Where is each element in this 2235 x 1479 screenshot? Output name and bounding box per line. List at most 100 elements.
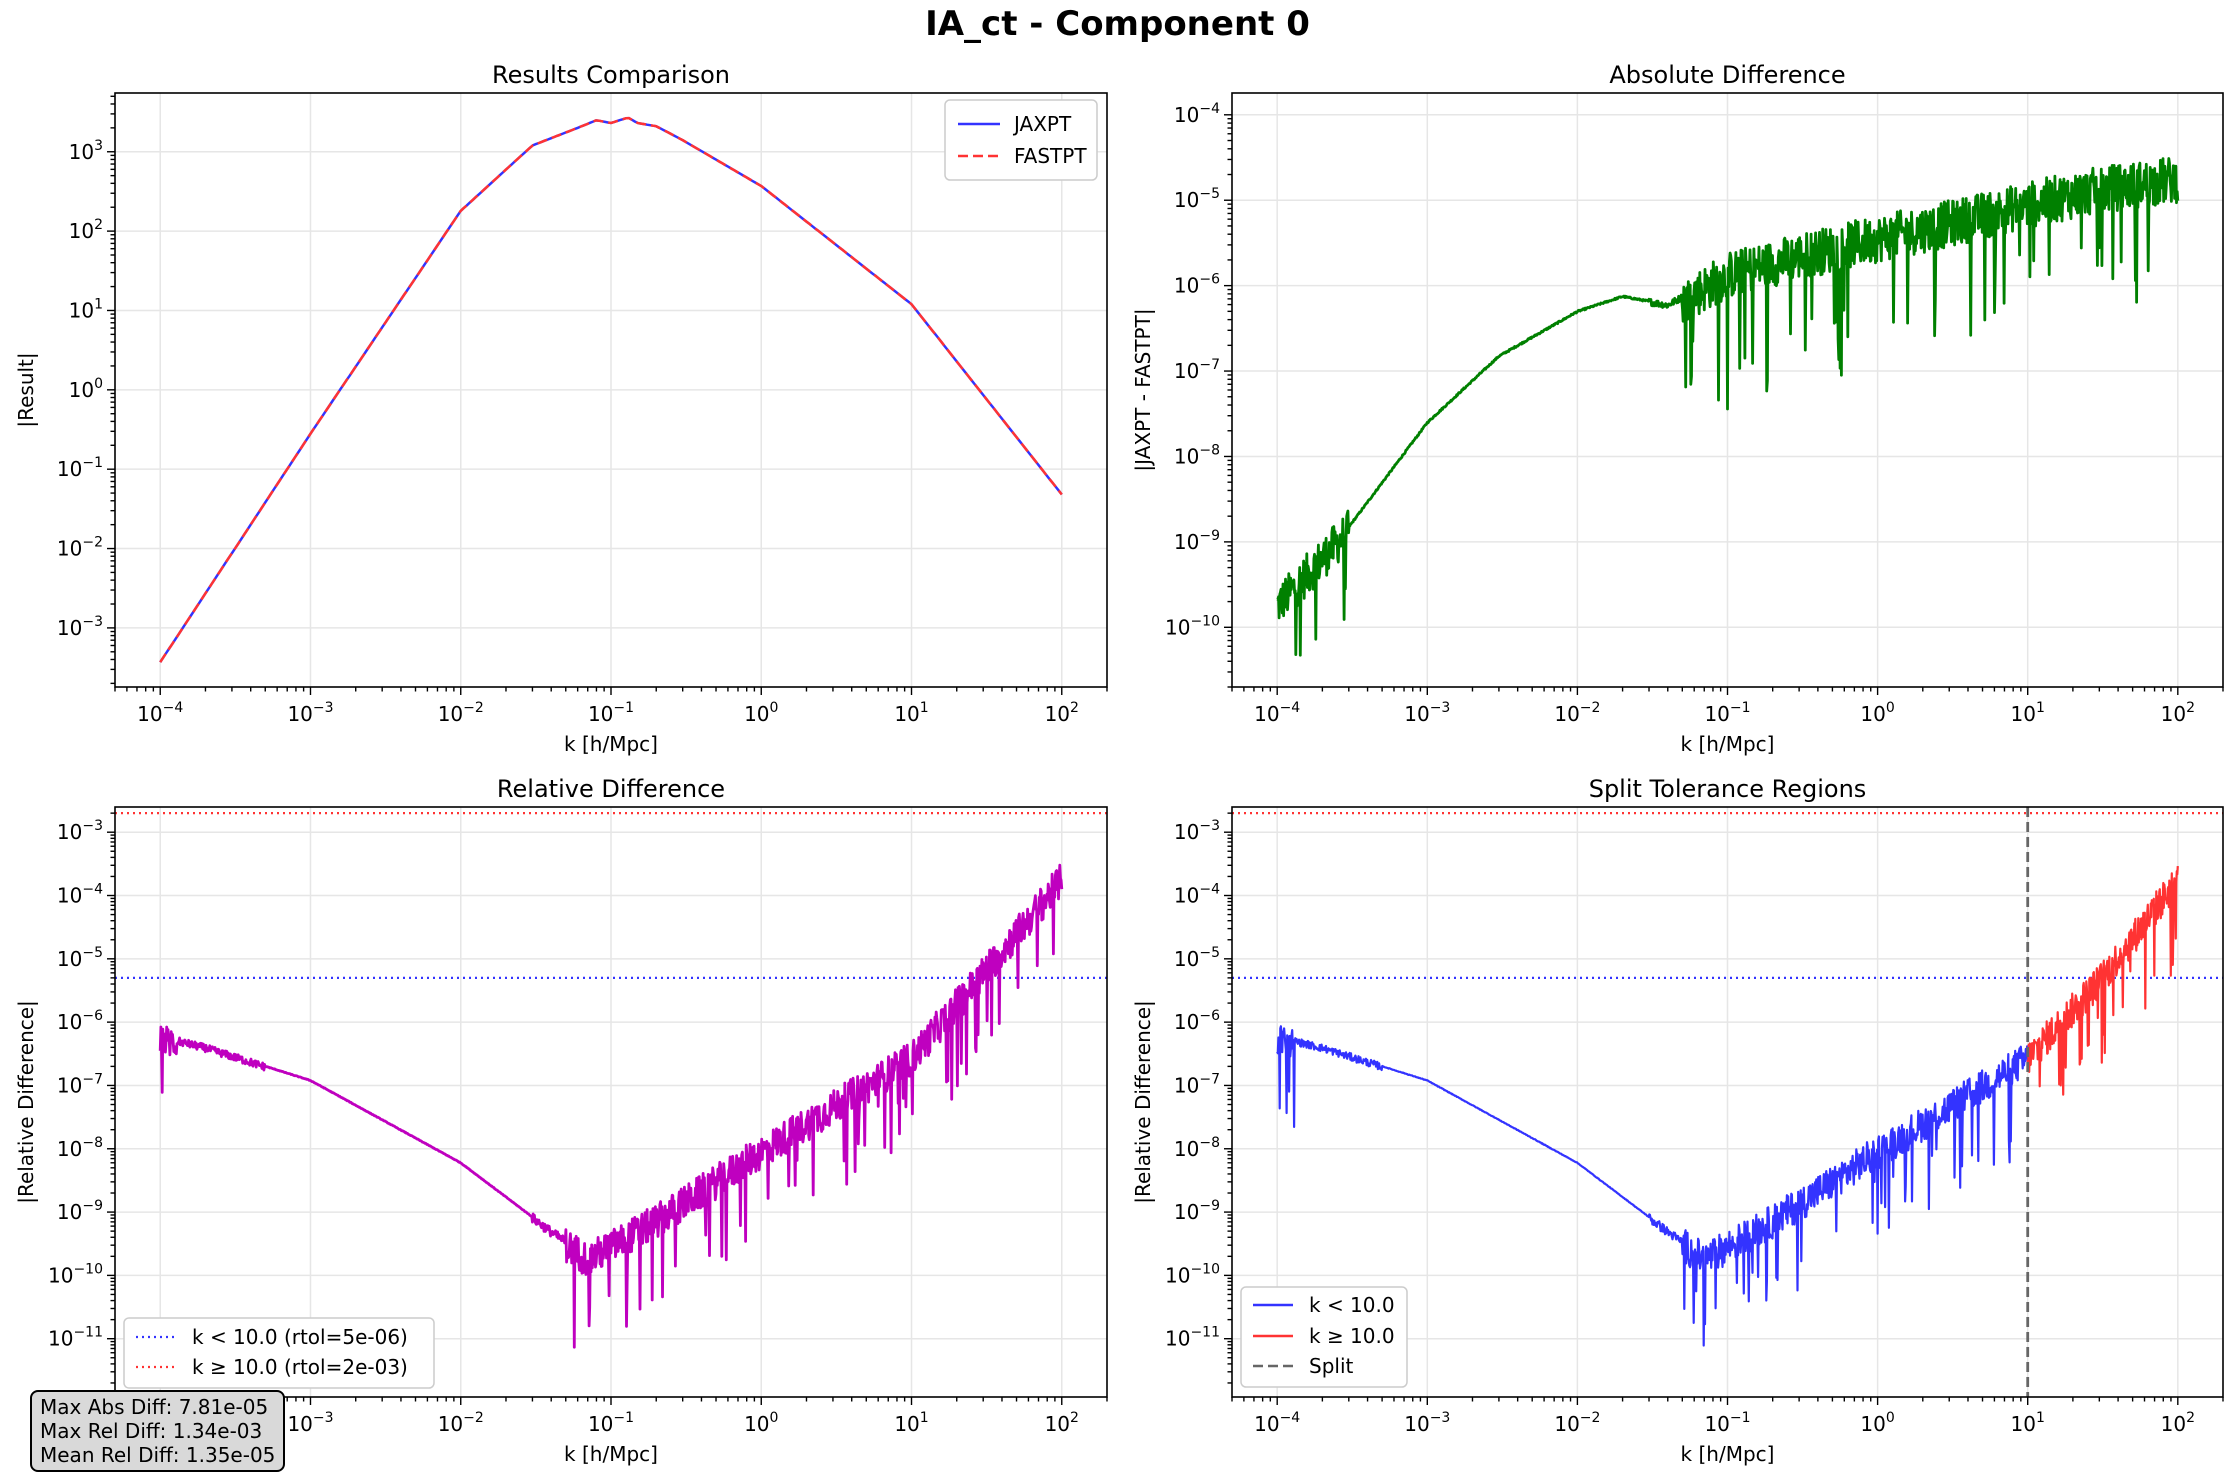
- legend: k < 10.0 k ≥ 10.0 Split: [1240, 1286, 1408, 1388]
- stats-box: Max Abs Diff: 7.81e-05 Max Rel Diff: 1.3…: [30, 1390, 286, 1472]
- y-axis-label: |Relative Difference|: [14, 1000, 38, 1204]
- legend-label-jaxpt: JAXPT: [1012, 112, 1072, 136]
- y-tick-label: 10−1: [57, 455, 103, 481]
- x-tick-label: 100: [744, 1410, 778, 1436]
- y-tick-label: 10−6: [1174, 1008, 1220, 1034]
- plot-area: [1276, 157, 2180, 657]
- x-tick-label: 10−1: [1704, 1410, 1750, 1436]
- chart-panel-3: k < 10.0 (rtol=5e-06) k ≥ 10.0 (rtol=2e-0…: [14, 775, 1108, 1466]
- x-tick-label: 10−3: [1404, 1410, 1450, 1436]
- x-tick-label: 10−4: [1254, 700, 1300, 726]
- y-tick-label: 10−4: [57, 882, 103, 908]
- x-tick-label: 101: [894, 1410, 928, 1436]
- y-tick-label: 10−6: [57, 1008, 103, 1034]
- x-tick-label: 10−1: [588, 1410, 634, 1436]
- x-tick-label: 100: [1860, 700, 1894, 726]
- x-tick-label: 101: [894, 700, 928, 726]
- plot-area: [1232, 807, 2223, 1397]
- y-axis-label: |JAXPT - FASTPT|: [1131, 308, 1155, 471]
- x-tick-label: 10−1: [588, 700, 634, 726]
- y-tick-label: 10−9: [1174, 528, 1220, 554]
- y-tick-label: 100: [69, 376, 103, 402]
- x-tick-label: 10−2: [1554, 700, 1600, 726]
- legend-frame: [944, 99, 1098, 181]
- figure-title: IA_ct - Component 0: [925, 4, 1310, 44]
- y-axis-label: |Relative Difference|: [1131, 1000, 1155, 1204]
- legend-label-high: k ≥ 10.0 (rtol=2e-03): [192, 1355, 408, 1379]
- y-tick-label: 10−3: [1174, 818, 1220, 844]
- y-tick-label: 10−7: [1174, 357, 1220, 383]
- x-tick-label: 10−4: [1254, 1410, 1300, 1436]
- chart-title: Absolute Difference: [1609, 61, 1845, 89]
- chart-panel-4: k < 10.0 k ≥ 10.0 Split 10−4 10−3 10−2 10−1 100…: [1131, 775, 2224, 1466]
- y-tick-label: 10−2: [57, 535, 103, 561]
- x-tick-label: 100: [1860, 1410, 1894, 1436]
- y-tick-label: 10−9: [1174, 1198, 1220, 1224]
- y-tick-label: 10−7: [57, 1071, 103, 1097]
- y-tick-label: 10−8: [1174, 442, 1220, 468]
- series-line-low-k: [1276, 1025, 2029, 1347]
- x-tick-label: 102: [1045, 1410, 1079, 1436]
- legend-frame: [1240, 1286, 1408, 1388]
- x-tick-label: 10−2: [438, 700, 484, 726]
- y-tick-label: 10−3: [57, 818, 103, 844]
- chart-panel-2: 10−4 10−3 10−2 10−1 100 101 102 10−10 10−9 10−8 10…: [1131, 61, 2224, 756]
- y-tick-label: 10−10: [1165, 1261, 1220, 1287]
- legend-label-high: k ≥ 10.0: [1309, 1324, 1395, 1348]
- chart-title: Results Comparison: [492, 61, 730, 89]
- x-axis-label: k [h/Mpc]: [564, 732, 658, 756]
- stat-max-abs: Max Abs Diff: 7.81e-05: [40, 1395, 269, 1419]
- y-tick-label: 10−4: [1174, 882, 1220, 908]
- legend: k < 10.0 (rtol=5e-06) k ≥ 10.0 (rtol=2e-0…: [123, 1317, 435, 1389]
- legend-frame: [123, 1317, 435, 1389]
- legend-label-fastpt: FASTPT: [1014, 144, 1087, 168]
- x-tick-label: 10−3: [287, 1410, 333, 1436]
- x-axis-label: k [h/Mpc]: [564, 1442, 658, 1466]
- y-tick-label: 10−9: [57, 1198, 103, 1224]
- plot-area: [115, 812, 1107, 1349]
- y-tick-label: 10−8: [1174, 1135, 1220, 1161]
- y-tick-label: 10−3: [57, 614, 103, 640]
- y-tick-label: 10−11: [48, 1325, 103, 1351]
- x-tick-label: 102: [1045, 700, 1079, 726]
- x-tick-label: 10−3: [1404, 700, 1450, 726]
- x-tick-label: 102: [2161, 1410, 2195, 1436]
- x-tick-label: 10−1: [1704, 700, 1750, 726]
- chart-title: Relative Difference: [497, 775, 725, 803]
- x-tick-label: 101: [2011, 700, 2045, 726]
- y-axis-label: |Result|: [14, 352, 38, 427]
- y-tick-label: 10−6: [1174, 272, 1220, 298]
- y-tick-label: 103: [69, 138, 103, 164]
- y-tick-label: 10−5: [1174, 945, 1220, 971]
- x-tick-label: 10−4: [137, 700, 183, 726]
- series-line-rel-diff: [158, 863, 1064, 1349]
- y-tick-label: 10−8: [57, 1135, 103, 1161]
- stat-max-rel: Max Rel Diff: 1.34e-03: [40, 1419, 263, 1443]
- x-tick-label: 102: [2161, 700, 2195, 726]
- y-tick-label: 102: [69, 217, 103, 243]
- y-tick-label: 10−7: [1174, 1071, 1220, 1097]
- y-tick-label: 10−5: [1174, 186, 1220, 212]
- series-line-fastpt: [159, 116, 1063, 663]
- stat-mean-rel: Mean Rel Diff: 1.35e-05: [40, 1443, 276, 1467]
- x-axis-label: k [h/Mpc]: [1681, 1442, 1775, 1466]
- x-axis-label: k [h/Mpc]: [1681, 732, 1775, 756]
- legend-label-low: k < 10.0: [1309, 1293, 1395, 1317]
- y-tick-label: 10−11: [1165, 1325, 1220, 1351]
- y-tick-label: 101: [69, 296, 103, 322]
- chart-title: Split Tolerance Regions: [1589, 775, 1867, 803]
- x-tick-label: 100: [744, 700, 778, 726]
- x-tick-label: 10−3: [287, 700, 333, 726]
- legend-label-split: Split: [1309, 1354, 1354, 1378]
- y-tick-label: 10−10: [1165, 613, 1220, 639]
- x-tick-label: 10−2: [1554, 1410, 1600, 1436]
- series-line-abs-diff: [1276, 157, 2180, 657]
- legend: JAXPT FASTPT: [944, 99, 1098, 181]
- x-tick-label: 101: [2011, 1410, 2045, 1436]
- y-tick-label: 10−5: [57, 945, 103, 971]
- x-tick-label: 10−2: [438, 1410, 484, 1436]
- series-line-high-k: [2026, 866, 2179, 1096]
- y-tick-label: 10−4: [1174, 101, 1220, 127]
- plot-area: [159, 116, 1063, 663]
